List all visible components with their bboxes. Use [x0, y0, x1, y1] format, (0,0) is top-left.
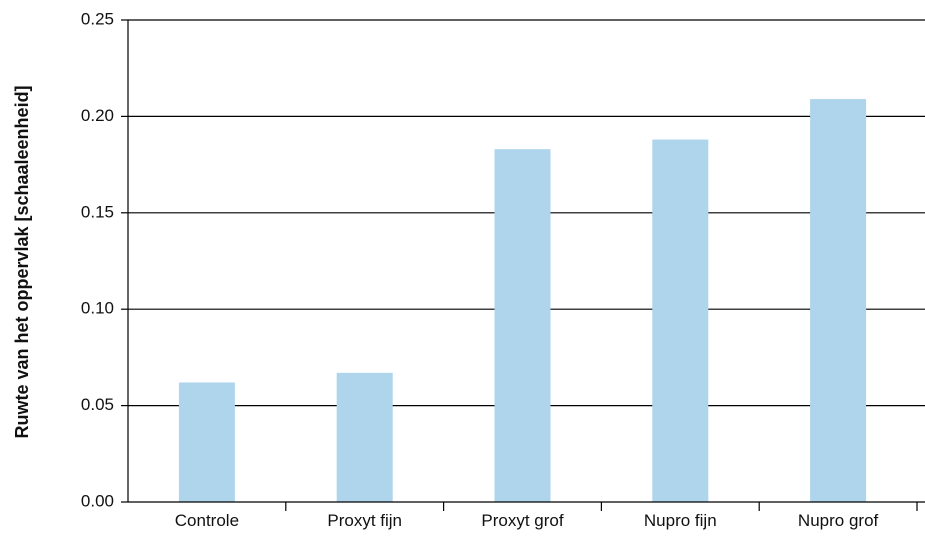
x-tick-label: Nupro fijn [644, 511, 717, 530]
y-tick-label: 0.25 [81, 9, 114, 28]
bar [810, 99, 867, 502]
bar [336, 372, 393, 502]
bar [652, 139, 709, 502]
bars [178, 99, 867, 502]
y-tick-label: 0.15 [81, 202, 114, 221]
bar [178, 382, 235, 502]
y-tick-label: 0.20 [81, 106, 114, 125]
x-tick-label: Proxyt grof [481, 511, 563, 530]
bar [494, 149, 551, 502]
y-tick-labels: 0.00 0.05 0.10 0.15 0.20 0.25 [81, 9, 114, 510]
x-tick-label: Proxyt fijn [327, 511, 402, 530]
y-tick-label: 0.05 [81, 395, 114, 414]
x-tick-label: Controle [175, 511, 239, 530]
x-tick-label: Nupro grof [798, 511, 879, 530]
y-tick-label: 0.00 [81, 491, 114, 510]
y-axis-title: Ruwte van het oppervlak [schaaleenheid] [12, 85, 32, 438]
y-tick-label: 0.10 [81, 299, 114, 318]
x-tick-labels: Controle Proxyt fijn Proxyt grof Nupro fijn… [175, 511, 879, 530]
axes [121, 19, 925, 511]
